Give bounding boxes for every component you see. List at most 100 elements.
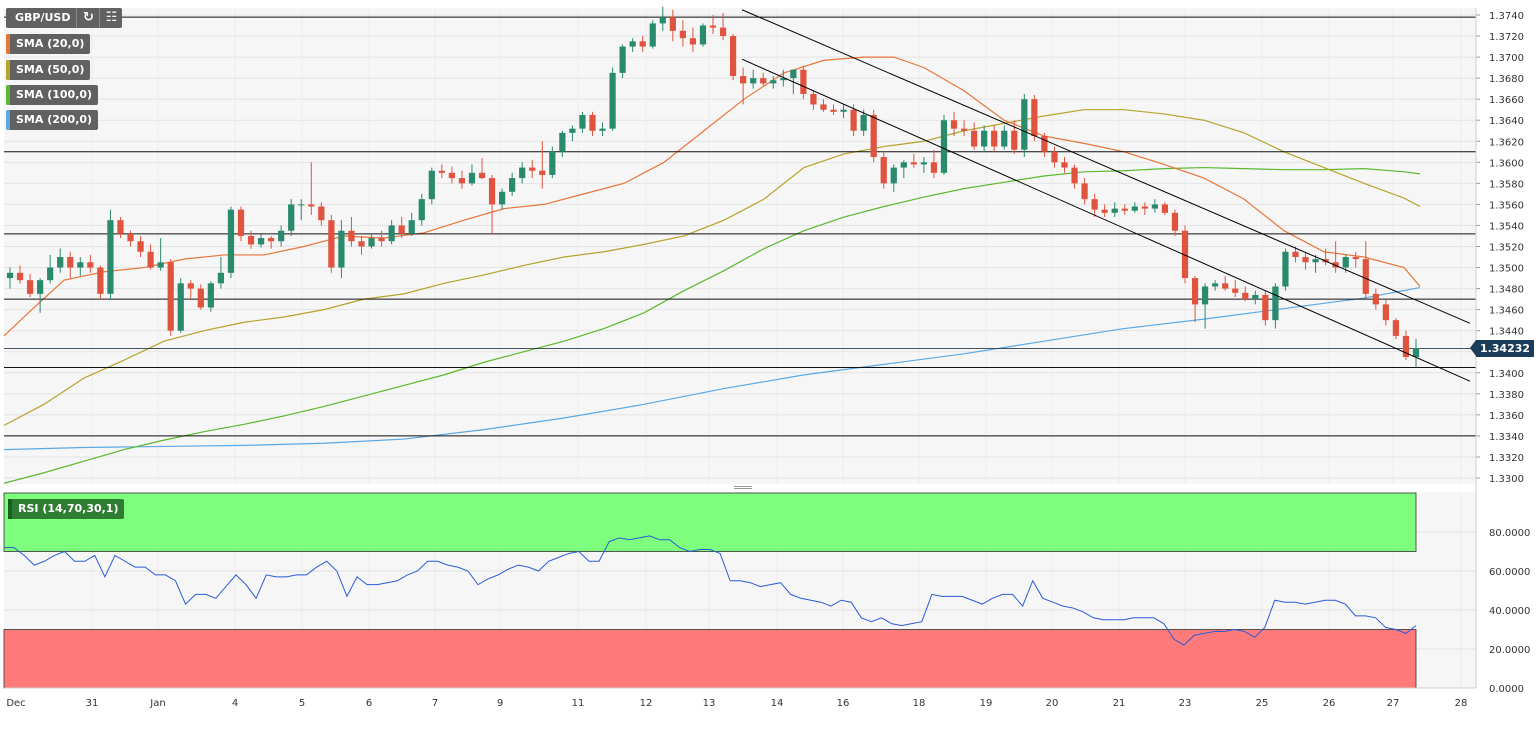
candle-body <box>167 262 174 331</box>
candle-body <box>197 288 204 308</box>
x-tick-label: 13 <box>703 698 716 709</box>
candle <box>448 166 455 184</box>
candle-body <box>1161 204 1169 213</box>
candle <box>991 125 998 152</box>
candle-body <box>1412 348 1420 357</box>
x-tick-label: 14 <box>771 698 784 709</box>
candle-body <box>649 23 656 47</box>
rsi-legend[interactable]: RSI (14,70,30,1) <box>8 499 125 519</box>
refresh-icon[interactable]: ↻ <box>76 8 99 28</box>
x-tick-label: Jan <box>149 698 165 709</box>
candle-body <box>981 130 988 147</box>
candle <box>47 254 54 284</box>
candle <box>1212 280 1219 291</box>
candle <box>197 284 204 310</box>
candle <box>187 280 194 300</box>
candle-body <box>1252 294 1259 300</box>
y-tick-label: 1.3660 <box>1489 95 1524 106</box>
y-tick-label: 1.3680 <box>1489 74 1524 85</box>
candle <box>910 153 917 168</box>
candle <box>167 259 174 336</box>
candle-body <box>549 151 556 175</box>
candle <box>1031 94 1038 142</box>
candle <box>308 162 315 215</box>
candle-body <box>910 162 917 165</box>
candle-body <box>1352 257 1359 260</box>
rsi-tick-label: 60.0000 <box>1489 567 1530 578</box>
candle-body <box>318 206 325 221</box>
candle-body <box>1312 259 1319 263</box>
candle <box>1362 241 1369 300</box>
candle-body <box>579 114 586 129</box>
x-tick-label: 31 <box>86 698 99 709</box>
candle-body <box>338 230 345 268</box>
candle <box>1131 202 1138 213</box>
candle <box>1382 299 1389 326</box>
candle <box>780 69 787 87</box>
candle-body <box>950 120 958 129</box>
bar-chart-icon[interactable]: ☷ <box>99 8 122 28</box>
candle-body <box>1151 204 1158 209</box>
x-tick-label: 21 <box>1113 698 1126 709</box>
y-tick-label: 1.3740 <box>1489 11 1524 22</box>
candle <box>629 38 636 52</box>
x-tick-label: 9 <box>497 698 503 709</box>
last-price-flag: 1.34232 <box>1470 340 1534 357</box>
candle <box>67 251 74 279</box>
candle <box>247 230 255 249</box>
candle <box>257 233 265 248</box>
candle <box>1001 125 1008 150</box>
candle-body <box>237 209 245 236</box>
legend-sma-20[interactable]: SMA (20,0) <box>6 34 91 54</box>
candle <box>1071 164 1078 189</box>
candle <box>298 199 305 221</box>
candle-body <box>358 241 365 247</box>
candle-body <box>1141 206 1148 209</box>
candle <box>488 174 496 234</box>
x-tick-label: 27 <box>1387 698 1400 709</box>
candle <box>1011 120 1018 154</box>
x-tick-label: 18 <box>913 698 926 709</box>
candle <box>740 67 747 105</box>
candle <box>478 158 486 180</box>
candle <box>1302 251 1309 270</box>
candle <box>820 99 827 112</box>
candle <box>930 149 938 179</box>
candle-body <box>6 272 14 279</box>
candle <box>509 172 516 196</box>
candle-body <box>127 233 134 242</box>
candle <box>468 164 476 186</box>
sma-50-line <box>3 109 1421 426</box>
candle-body <box>288 204 295 231</box>
candle <box>810 90 817 110</box>
candle-body <box>428 170 435 200</box>
candle <box>1312 254 1319 273</box>
candle <box>268 235 275 249</box>
candle-body <box>1242 292 1249 300</box>
candle <box>1272 283 1279 329</box>
legend-sma-20-label: SMA (20,0) <box>16 37 85 50</box>
channel-upper-line <box>741 9 1471 324</box>
candle-body <box>719 27 727 37</box>
y-tick-label: 1.3340 <box>1489 432 1524 443</box>
legend-sma-100[interactable]: SMA (100,0) <box>6 85 99 105</box>
legend-sma-200[interactable]: SMA (200,0) <box>6 110 99 130</box>
candle-body <box>1031 99 1038 137</box>
candle-body <box>840 109 847 112</box>
candle-body <box>1171 212 1179 231</box>
legend-sma-50[interactable]: SMA (50,0) <box>6 60 91 80</box>
x-tick-label: 20 <box>1046 698 1059 709</box>
candle-body <box>1212 283 1219 287</box>
candle <box>147 244 154 270</box>
candle <box>1151 199 1158 213</box>
candle <box>408 212 415 236</box>
candle-body <box>770 80 777 84</box>
candle-body <box>1091 199 1098 210</box>
candle-body <box>278 230 285 242</box>
candle-body <box>117 220 124 234</box>
candle <box>1111 202 1118 218</box>
candle <box>760 72 767 87</box>
pane-resize-handle[interactable] <box>734 485 752 491</box>
candle-body <box>438 170 445 173</box>
